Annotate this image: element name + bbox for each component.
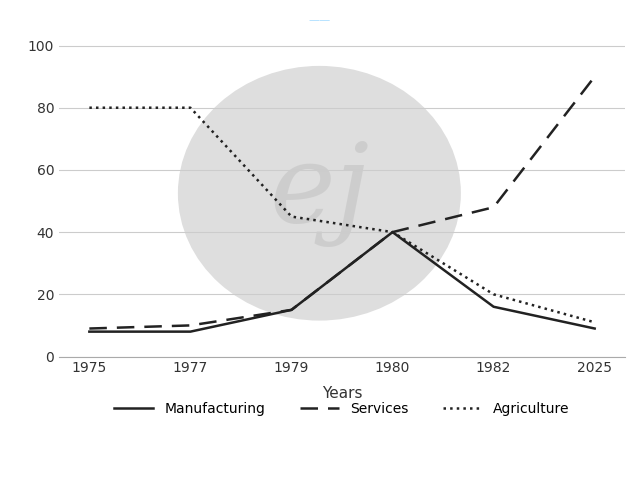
Agriculture — [490, 291, 497, 297]
Manufacturing — [86, 329, 93, 335]
Agriculture — [591, 319, 598, 325]
Services — [388, 229, 396, 235]
Manufacturing — [591, 325, 598, 331]
Ellipse shape — [178, 66, 461, 320]
Services — [287, 307, 295, 313]
Manufacturing — [490, 304, 497, 310]
Legend: Manufacturing, Services, Agriculture: Manufacturing, Services, Agriculture — [109, 396, 575, 422]
Services — [490, 204, 497, 210]
Agriculture — [287, 214, 295, 220]
X-axis label: Years: Years — [322, 387, 362, 402]
Line: Manufacturing: Manufacturing — [90, 232, 595, 332]
Manufacturing — [187, 329, 195, 335]
Services — [591, 74, 598, 80]
Manufacturing — [388, 229, 396, 235]
Agriculture — [187, 105, 195, 111]
Services — [86, 325, 93, 331]
Manufacturing — [287, 307, 295, 313]
Line: Services: Services — [90, 77, 595, 328]
Agriculture — [388, 229, 396, 235]
Text: ej: ej — [269, 140, 369, 247]
Line: Agriculture: Agriculture — [90, 108, 595, 322]
Text: ——: —— — [309, 15, 331, 25]
Services — [187, 322, 195, 328]
Agriculture — [86, 105, 93, 111]
